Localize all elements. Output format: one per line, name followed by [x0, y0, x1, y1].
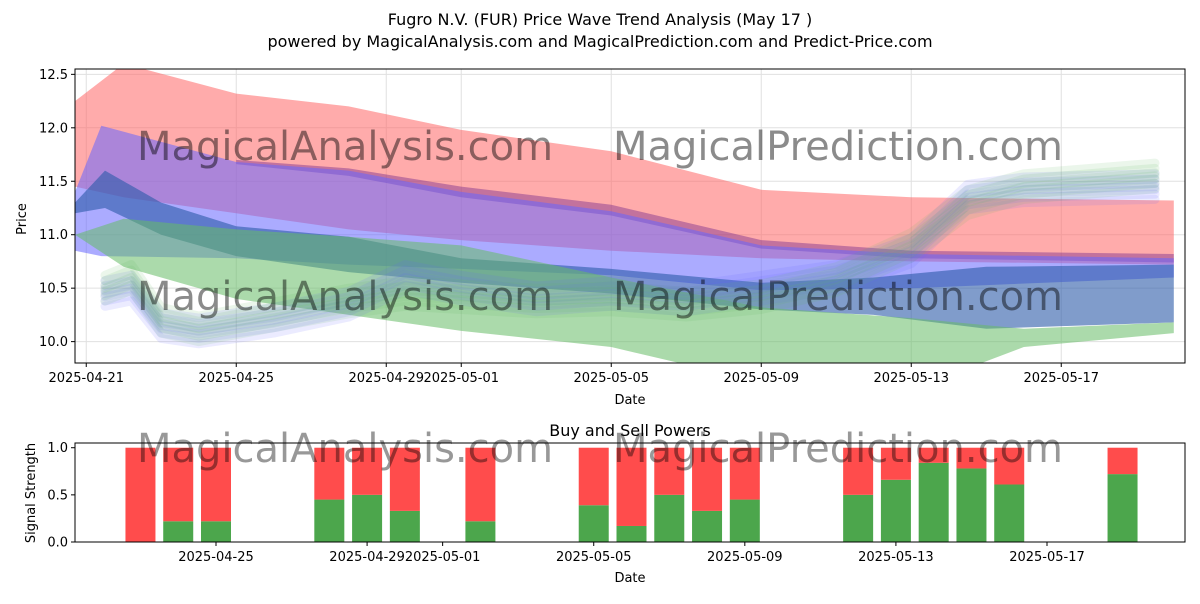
sell-bar — [314, 447, 345, 500]
sell-bar — [616, 447, 647, 526]
signal-chart-xtick-label: 2025-04-25 — [178, 550, 254, 565]
signal-chart-axes: 2025-04-25 2025-04-29 2025-05-01 2025-05-05… — [47, 441, 1084, 565]
sell-bar — [729, 447, 760, 500]
price-chart-xtick-label: 2025-05-17 — [1023, 371, 1099, 386]
buy-bar — [163, 521, 194, 542]
price-wave-line-0 — [100, 189, 1160, 343]
signal-chart-xtick-label: 2025-05-17 — [1009, 550, 1085, 565]
buy-bar — [465, 521, 496, 542]
price-wave-line-1 — [100, 163, 1160, 326]
price-chart-xtick-label: 2025-05-01 — [423, 371, 499, 386]
sell-bar — [578, 447, 609, 506]
signal-chart-ytick-label: 1.0 — [47, 441, 68, 456]
price-chart-xtick-label: 2025-04-29 — [348, 371, 424, 386]
sell-bar — [465, 447, 496, 522]
price-chart-frame — [74, 68, 1186, 364]
buy-bar — [956, 468, 987, 542]
signal-chart-xtick-label: 2025-05-01 — [405, 550, 481, 565]
buy-bar — [201, 521, 231, 542]
buy-bar — [843, 494, 874, 542]
price-chart-xtick-label: 2025-05-13 — [873, 371, 949, 386]
sell-bar — [1107, 447, 1138, 475]
signal-chart-xtick-label: 2025-04-29 — [329, 550, 405, 565]
sell-bar — [125, 447, 156, 542]
price-chart-watermark-3: MagicalAnalysis.com — [137, 274, 553, 320]
buy-bar — [389, 510, 420, 542]
price-wave-line-1 — [100, 168, 1160, 331]
price-chart-ytick-label: 11.5 — [39, 175, 68, 190]
buy-bar — [880, 479, 911, 542]
price-wave-line-0 — [100, 174, 1160, 328]
price-chart-xtick-label: 2025-04-25 — [198, 371, 274, 386]
price-wave-line-0 — [100, 178, 1160, 333]
price-wave-line-1 — [100, 178, 1160, 341]
price-wave-line-0 — [100, 194, 1160, 349]
sell-bar — [201, 447, 231, 522]
price-chart-watermark-1: MagicalAnalysis.com — [137, 124, 553, 170]
price-chart-watermark-4: MagicalPrediction.com — [613, 274, 1063, 320]
signal-chart-ytick-label: 0.0 — [47, 536, 68, 551]
price-band-4 — [75, 218, 1174, 363]
buy-bar — [918, 462, 949, 542]
price-wave-line-0 — [100, 185, 1160, 339]
signal-chart-bars — [125, 447, 1138, 542]
sell-bar — [880, 447, 911, 480]
signal-chart-ylabel: Signal Strength — [24, 443, 39, 543]
signal-chart-xtick-label: 2025-05-05 — [556, 550, 632, 565]
buy-bar — [994, 484, 1025, 542]
sell-bar — [352, 447, 383, 495]
price-chart-watermark-2: MagicalPrediction.com — [613, 124, 1063, 170]
figure-title-line1: Fugro N.V. (FUR) Price Wave Trend Analys… — [388, 10, 813, 29]
buy-bar — [1107, 474, 1138, 542]
sell-bar — [654, 447, 685, 495]
signal-chart-xlabel: Date — [614, 571, 645, 586]
sell-bar — [843, 447, 874, 495]
price-chart-ytick-label: 12.0 — [39, 121, 68, 136]
price-chart-ytick-label: 10.0 — [39, 335, 68, 350]
signal-chart-xtick-label: 2025-05-13 — [858, 550, 934, 565]
buy-bar — [692, 510, 723, 542]
signal-chart: Buy and Sell Powers MagicalAnalysis.com … — [24, 421, 1186, 586]
signal-chart-frame — [74, 442, 1186, 543]
buy-bar — [578, 505, 609, 542]
signal-chart-xtick-label: 2025-05-09 — [707, 550, 783, 565]
price-chart-ytick-label: 10.5 — [39, 282, 68, 297]
sell-bar — [956, 447, 987, 469]
sell-bar — [163, 447, 194, 522]
buy-bar — [729, 499, 760, 542]
price-chart-plot-area — [75, 69, 1174, 363]
price-chart: MagicalAnalysis.com MagicalPrediction.co… — [15, 68, 1186, 408]
price-chart-ytick-label: 12.5 — [39, 68, 68, 83]
price-wave-line-0 — [100, 169, 1160, 323]
sell-bar — [692, 447, 723, 511]
price-chart-xtick-label: 2025-05-05 — [573, 371, 649, 386]
price-wave-line-1 — [100, 184, 1160, 347]
figure-title-line2: powered by MagicalAnalysis.com and Magic… — [267, 32, 932, 51]
price-wave-line-1 — [100, 158, 1160, 321]
signal-chart-ytick-label: 0.5 — [47, 488, 68, 503]
price-chart-ytick-label: 11.0 — [39, 228, 68, 243]
sell-bar — [918, 447, 949, 463]
price-band-3 — [75, 170, 1174, 329]
price-chart-xtick-label: 2025-04-21 — [48, 371, 124, 386]
sell-bar — [389, 447, 420, 511]
sell-bar — [994, 447, 1025, 485]
price-chart-xlabel: Date — [614, 393, 645, 408]
buy-bar — [314, 499, 345, 542]
price-wave-line-1 — [100, 174, 1160, 337]
buy-bar — [352, 494, 383, 542]
price-wave-line-0 — [100, 182, 1160, 336]
signal-chart-title: Buy and Sell Powers — [549, 421, 711, 440]
signal-chart-watermark-1: MagicalAnalysis.com — [137, 426, 553, 472]
price-chart-axes: 2025-04-21 2025-04-25 2025-04-29 2025-05-01… — [39, 68, 1099, 386]
price-wave-line-1 — [100, 171, 1160, 334]
price-chart-ylabel: Price — [15, 203, 30, 235]
price-chart-xtick-label: 2025-05-09 — [723, 371, 799, 386]
signal-chart-watermark-2: MagicalPrediction.com — [613, 426, 1063, 472]
buy-bar — [616, 525, 647, 542]
buy-bar — [654, 494, 685, 542]
